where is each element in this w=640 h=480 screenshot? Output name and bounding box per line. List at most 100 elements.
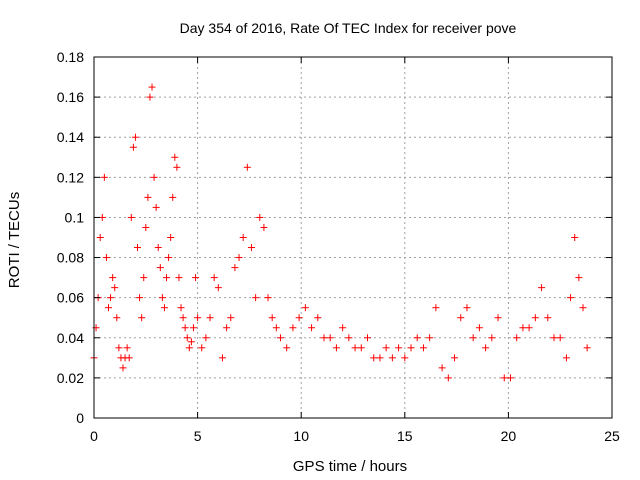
data-point [125,354,133,362]
x-tick-label: 10 [293,428,309,444]
data-point [154,244,162,252]
data-point [252,294,260,302]
data-point [556,334,564,342]
data-points [90,83,591,382]
data-point [438,364,446,372]
data-point [345,334,353,342]
x-tick-label: 15 [397,428,413,444]
data-point [158,294,166,302]
data-point [210,274,218,282]
data-point [451,354,459,362]
y-tick-label: 0.14 [57,129,84,145]
data-point [339,324,347,332]
data-point [239,234,247,241]
data-point [206,314,214,322]
data-point [189,324,197,332]
data-point [525,324,533,332]
y-tick-label: 0.12 [57,169,84,185]
data-point [179,314,187,322]
data-point [185,344,193,352]
data-point [256,213,264,221]
data-point [295,314,303,322]
data-point [171,153,179,161]
data-point [163,274,171,282]
data-point [243,163,251,171]
data-point [218,354,226,362]
data-point [142,223,150,231]
data-point [544,314,552,322]
y-tick-label: 0.18 [57,49,84,65]
x-tick-label: 20 [501,428,517,444]
data-point [100,173,108,181]
data-point [457,314,465,322]
data-point [488,334,496,342]
data-point [388,354,396,362]
data-point [264,294,272,302]
data-point [579,304,587,312]
data-point [183,334,191,342]
x-axis-label: GPS time / hours [293,458,407,475]
data-point [247,244,255,252]
x-tick-label: 25 [604,428,620,444]
data-point [482,344,490,352]
data-point [198,344,206,352]
data-point [426,334,434,342]
data-point [401,354,409,362]
data-point [148,83,156,91]
y-tick-label: 0.02 [57,370,84,386]
x-tick-label: 0 [90,428,98,444]
data-point [175,274,183,282]
data-point [152,203,160,211]
data-point [550,334,558,342]
data-point [223,324,231,332]
data-point [181,324,189,332]
data-point [119,364,127,372]
data-point [283,344,291,352]
data-point [513,334,521,342]
data-point [235,254,243,262]
data-point [113,314,121,322]
data-point [519,324,527,332]
data-point [268,314,276,322]
data-point [214,284,222,292]
data-point [475,324,483,332]
data-point [469,334,477,342]
data-point [301,304,309,312]
data-point [500,374,508,382]
data-point [289,324,297,332]
data-point [314,314,322,322]
data-point [231,264,239,272]
data-point [136,294,144,302]
data-point [571,234,579,241]
chart-title: Day 354 of 2016, Rate Of TEC Index for r… [180,20,517,36]
plot-frame [93,56,613,419]
data-point [115,344,123,352]
data-point [357,344,365,352]
data-point [138,314,146,322]
data-point [173,163,181,171]
grid-lines [94,57,612,418]
data-point [127,213,135,221]
data-point [105,304,113,312]
data-point [169,193,177,201]
data-point [123,344,131,352]
data-point [276,334,284,342]
data-point [583,344,591,352]
data-point [187,338,195,346]
data-point [194,314,202,322]
data-point [562,354,570,362]
data-point [395,344,403,352]
data-point [111,284,119,292]
data-point [506,374,514,382]
data-point [109,274,117,282]
data-point [96,234,104,241]
data-point [382,344,390,352]
data-point [165,254,173,262]
data-point [107,294,115,302]
data-point [102,254,110,262]
y-tick-label: 0.08 [57,250,84,266]
data-point [370,354,378,362]
y-tick-label: 0.06 [57,290,84,306]
data-point [351,344,359,352]
data-point [567,294,575,302]
